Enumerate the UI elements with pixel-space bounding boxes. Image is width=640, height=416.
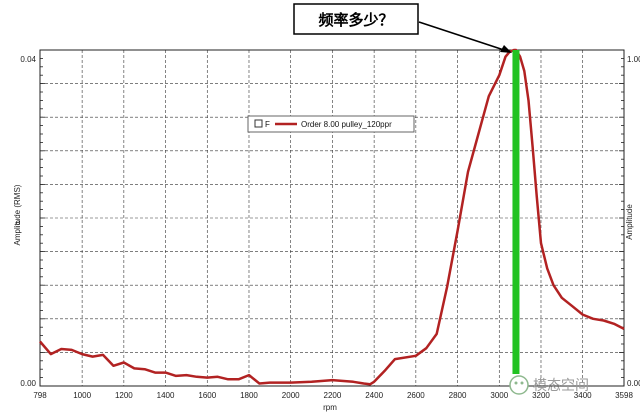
y-left-axis-prefix: o xyxy=(16,218,21,227)
x-tick-label: 2200 xyxy=(324,391,342,400)
frequency-marker-bar xyxy=(512,50,520,374)
legend-box xyxy=(247,115,415,133)
wechat-logo-eye-left xyxy=(514,381,518,385)
y-right-tick-label-top: 1.00 xyxy=(627,55,640,64)
x-tick-label: 3200 xyxy=(532,391,550,400)
y-right-tick-label-bottom: 0.00 xyxy=(627,379,640,388)
watermark-text: 模态空间 xyxy=(533,378,589,394)
x-tick-label: 1400 xyxy=(157,391,175,400)
x-tick-label: 2000 xyxy=(282,391,300,400)
x-tick-label: 3000 xyxy=(490,391,508,400)
x-tick-label: 3400 xyxy=(574,391,592,400)
watermark: 模态空间 xyxy=(509,375,589,395)
x-axis-label: rpm xyxy=(323,403,337,412)
callout-text: 频率多少？ xyxy=(318,11,393,29)
x-tick-label: 2800 xyxy=(449,391,467,400)
y-left-tick-label-top: 0.04 xyxy=(20,55,36,64)
x-tick-label: 798 xyxy=(33,391,47,400)
wechat-logo-eye-right xyxy=(520,381,524,385)
x-tick-label: 1800 xyxy=(240,391,258,400)
callout-arrow-line xyxy=(418,21,505,51)
x-tick-labels: 798 1000 1200 1400 1600 1800 2000 2200 2400 2600 2… xyxy=(33,391,633,400)
x-tick-label: 1000 xyxy=(73,391,91,400)
x-tick-label: 2600 xyxy=(407,391,425,400)
x-tick-label: 1200 xyxy=(115,391,133,400)
y-left-tick-label-bottom: 0.00 xyxy=(20,379,36,388)
legend-entry-label: Order 8.00 pulley_120ppr xyxy=(301,120,392,129)
callout: 频率多少？ xyxy=(293,3,512,53)
grid xyxy=(40,50,624,386)
x-tick-label: 1600 xyxy=(198,391,216,400)
series-line-order-8 xyxy=(39,48,625,386)
wechat-logo-icon xyxy=(509,375,529,395)
legend-box-label: F xyxy=(265,120,270,129)
legend: F Order 8.00 pulley_120ppr xyxy=(247,115,415,133)
y-right-axis-label: Amplitude xyxy=(625,204,634,240)
y-tick-marks xyxy=(40,49,624,387)
callout-arrowhead xyxy=(500,45,512,53)
x-tick-label: 2400 xyxy=(365,391,383,400)
callout-box xyxy=(293,3,419,35)
legend-checkbox[interactable] xyxy=(254,119,263,128)
x-tick-label: 3598 xyxy=(615,391,633,400)
y-left-axis-label: Amplitude (RMS) xyxy=(13,184,22,245)
